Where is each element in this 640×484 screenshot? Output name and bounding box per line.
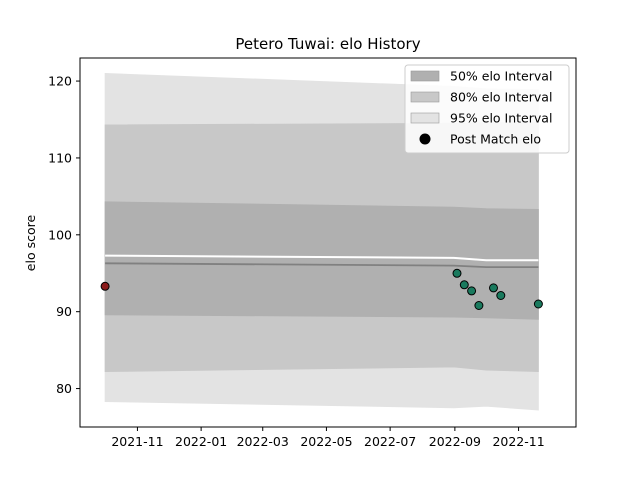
mean-elo-line	[105, 262, 539, 269]
y-tick-label: 100	[48, 227, 72, 242]
y-axis-ticks: 80 90 100 110 120	[48, 74, 80, 396]
plot-frame	[79, 57, 577, 428]
x-axis-ticks: 2021-11 2022-01 2022-03 2022-05 2022-07 2022-…	[111, 427, 545, 449]
interval-band-1	[104, 201, 539, 320]
x-tick-label: 2022-09	[429, 434, 481, 449]
x-tick-label: 2022-07	[364, 434, 416, 449]
post-match-point	[489, 283, 498, 293]
y-tick-label: 80	[56, 381, 72, 396]
legend-swatch	[410, 70, 440, 82]
legend-label: 95% elo Interval	[450, 111, 552, 126]
interval-bands	[104, 72, 539, 411]
x-tick-label: 2022-05	[300, 434, 352, 449]
y-tick-label: 120	[48, 74, 72, 89]
legend-swatch	[410, 112, 440, 124]
chart-title: Petero Tuwai: elo History	[235, 35, 420, 53]
x-tick-label: 2022-11	[492, 434, 544, 449]
post-match-point	[452, 268, 462, 278]
post-match-point	[474, 301, 484, 310]
x-tick-label: 2022-03	[237, 434, 289, 449]
post-match-points	[100, 268, 543, 310]
post-match-point	[467, 286, 477, 296]
x-tick-label: 2021-11	[111, 434, 163, 449]
x-tick-label: 2022-01	[175, 434, 227, 449]
legend-label: 80% elo Interval	[450, 90, 552, 105]
post-match-point	[533, 299, 543, 309]
legend-label: Post Match elo	[450, 132, 541, 147]
y-tick-label: 90	[56, 304, 72, 319]
legend-marker	[419, 133, 431, 145]
legend: 50% elo Interval 80% elo Interval 95% elo …	[404, 64, 570, 154]
y-axis-label: elo score	[23, 215, 38, 272]
mean-lines	[105, 254, 539, 269]
white-reference-line	[105, 254, 539, 262]
legend-box	[404, 64, 570, 154]
y-tick-label: 110	[48, 150, 72, 165]
legend-label: 50% elo Interval	[450, 69, 552, 84]
legend-swatch	[410, 91, 440, 103]
post-match-point	[100, 281, 110, 291]
post-match-point	[459, 280, 469, 290]
post-match-point	[496, 291, 506, 300]
